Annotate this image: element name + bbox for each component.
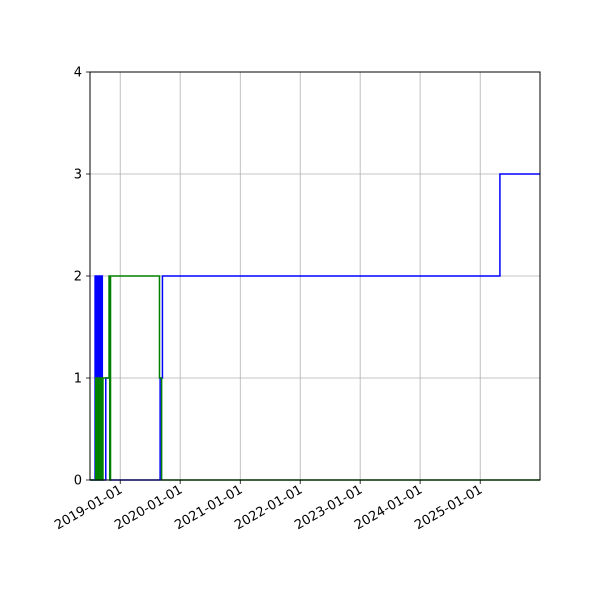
y-axis: 0 1 2 3 4 — [74, 66, 90, 489]
y-tick-label: 2 — [74, 270, 82, 285]
y-tick-label: 0 — [74, 474, 82, 489]
y-tick-label: 3 — [74, 168, 82, 183]
y-tick-label: 1 — [74, 372, 82, 387]
y-tick-label: 4 — [74, 66, 82, 81]
